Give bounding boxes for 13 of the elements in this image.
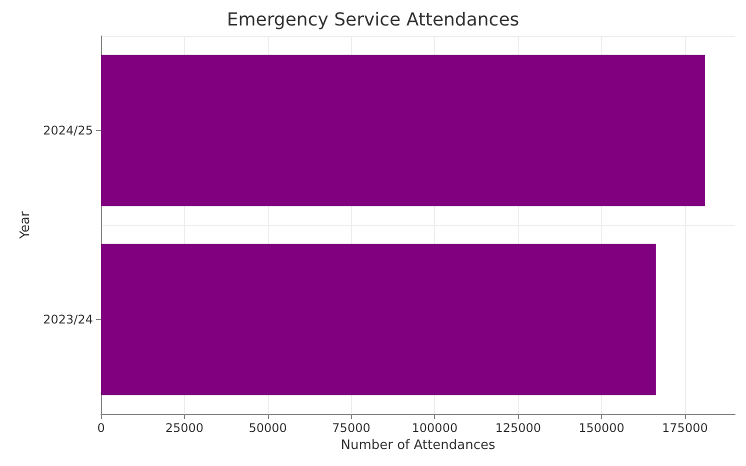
x-tick-label: 175000 — [662, 421, 708, 435]
x-tick-label: 25000 — [165, 421, 204, 435]
y-axis-title: Year — [18, 210, 34, 240]
chart-title: Emergency Service Attendances — [226, 10, 520, 30]
x-tick-label: 125000 — [495, 421, 542, 435]
x-axis-title: Number of Attendances — [340, 438, 496, 453]
x-tick-label: 50000 — [248, 421, 287, 435]
x-tick-label: 100000 — [412, 421, 458, 435]
y-tick-label: 2023/24 — [43, 312, 93, 326]
y-tick-label: 2024/25 — [43, 124, 93, 138]
x-tick-label: 150000 — [578, 421, 624, 435]
x-tick-label: 0 — [97, 421, 105, 435]
x-tick-label: 75000 — [332, 421, 370, 435]
